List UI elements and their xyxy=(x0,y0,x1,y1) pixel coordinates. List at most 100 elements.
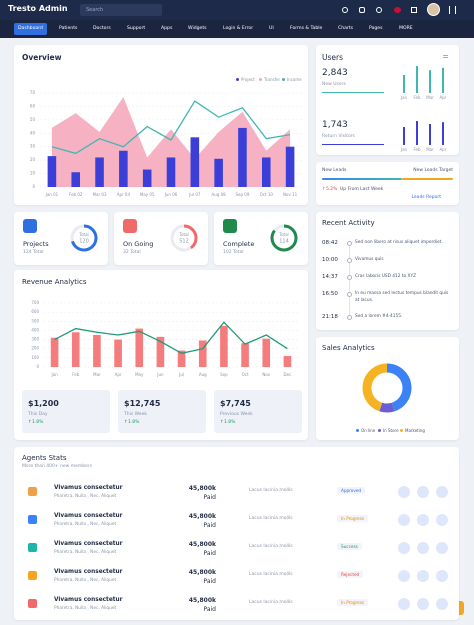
x-tick-label: Oct xyxy=(242,372,249,377)
nav-bar: Dashboard Patients Doctors Support Apps Widge… xyxy=(0,20,474,38)
nav-item[interactable]: Pages xyxy=(369,26,383,31)
action-button[interactable] xyxy=(398,598,410,610)
action-button[interactable] xyxy=(436,486,448,498)
amount: 45,800k xyxy=(188,597,216,604)
donut-segment xyxy=(362,363,412,413)
nav-item[interactable]: Dashboard xyxy=(14,23,47,35)
legend-dot xyxy=(259,78,262,81)
action-button[interactable] xyxy=(417,486,429,498)
x-tick-label: Jan xyxy=(50,372,58,377)
nav-item[interactable]: Doctors xyxy=(93,26,111,31)
underline xyxy=(322,92,384,93)
bar xyxy=(114,339,122,367)
x-tick-label: Nov 11 xyxy=(283,192,298,197)
action-button[interactable] xyxy=(436,570,448,582)
area xyxy=(51,97,291,187)
nav-item[interactable]: Apps xyxy=(161,26,173,31)
flag-icon[interactable] xyxy=(394,7,401,13)
nav-item[interactable]: Widgets xyxy=(188,26,207,31)
agent-name: Vivamus consectetur xyxy=(54,541,123,547)
stat-card: On Going 32 Total Total 512 xyxy=(114,212,208,265)
overview-card: Overview Project Transfer Income 0 10 20 30 40 50… xyxy=(14,45,308,205)
donut-segment xyxy=(362,363,412,413)
search-placeholder: Search xyxy=(86,7,104,13)
action-button[interactable] xyxy=(417,542,429,554)
agent-icon xyxy=(28,543,37,552)
y-tick-label: 70 xyxy=(30,90,36,95)
stat-total: 102 Total xyxy=(223,250,244,255)
action-button[interactable] xyxy=(398,486,410,498)
ring-label: Total xyxy=(178,232,188,237)
nav-item[interactable]: Support xyxy=(127,26,146,31)
chart: Jan Feb Mar Apr Jan Feb Mar Apr xyxy=(400,66,447,152)
bar xyxy=(166,157,176,187)
agent-name: Vivamus consectetur xyxy=(54,569,123,575)
bar xyxy=(177,350,186,367)
x-tick-label: Mar xyxy=(426,95,434,100)
action-button[interactable] xyxy=(417,598,429,610)
legend-dot xyxy=(356,429,359,432)
nav-item[interactable]: MORE xyxy=(399,26,413,31)
mini-bar xyxy=(429,70,431,93)
note: Up From Last Week xyxy=(340,187,384,192)
action-button[interactable] xyxy=(436,598,448,610)
nav-item[interactable]: Patients xyxy=(59,26,78,31)
action-button[interactable] xyxy=(417,514,429,526)
progress xyxy=(402,178,453,180)
ring xyxy=(170,224,198,252)
nav-item[interactable]: Login & Error xyxy=(223,26,254,31)
x-tick-label: Oct 10 xyxy=(260,192,274,197)
x-tick-label: Apr xyxy=(115,372,122,377)
bar xyxy=(214,158,223,187)
y-tick-label: 600 xyxy=(31,309,39,314)
stat-value: $12,745 xyxy=(124,399,161,408)
icon[interactable] xyxy=(411,7,417,13)
avatar[interactable] xyxy=(427,3,440,16)
action-button[interactable] xyxy=(436,514,448,526)
mini-bar xyxy=(442,67,444,93)
line xyxy=(51,100,291,155)
chart: Total 114 xyxy=(270,224,298,252)
line xyxy=(54,321,288,354)
bar xyxy=(285,146,295,187)
y-tick-label: 400 xyxy=(31,327,39,332)
legend-label: Project xyxy=(241,77,255,82)
x-tick-label: Feb xyxy=(72,372,80,377)
stat-title: Complete xyxy=(223,240,255,248)
nav-item[interactable]: Charts xyxy=(338,26,354,31)
action-button[interactable] xyxy=(398,514,410,526)
y-tick-label: 50 xyxy=(30,117,36,122)
y-tick-label: 20 xyxy=(30,157,36,162)
nav-item[interactable]: Forms & Table xyxy=(290,26,323,31)
action-button[interactable] xyxy=(398,570,410,582)
icon[interactable] xyxy=(449,6,456,14)
ring-label: Total xyxy=(78,232,88,237)
agent-name: Vivamus consectetur xyxy=(54,513,123,519)
icon[interactable] xyxy=(376,7,382,13)
bar xyxy=(93,335,101,367)
legend-dot xyxy=(282,78,285,81)
search-box[interactable] xyxy=(80,4,162,16)
change: 1.8% xyxy=(224,420,236,425)
agent-name: Vivamus consectetur xyxy=(54,597,123,603)
icon[interactable] xyxy=(359,7,365,13)
icon[interactable] xyxy=(342,7,348,13)
status-badge: In Progress xyxy=(337,599,369,606)
link[interactable]: Leads Report xyxy=(411,195,441,200)
mini-bar xyxy=(403,127,405,145)
legend-dot xyxy=(236,78,239,81)
progress xyxy=(322,178,402,180)
agent-icon xyxy=(28,515,37,524)
action-button[interactable] xyxy=(436,542,448,554)
bar xyxy=(241,343,249,367)
action-button[interactable] xyxy=(398,542,410,554)
time: 21:18 xyxy=(322,314,338,320)
note: Lacus lacinia mollis xyxy=(249,544,293,549)
mini-bar xyxy=(416,121,418,145)
legend-label: Marketing xyxy=(405,428,425,433)
nav-item[interactable]: UI xyxy=(269,26,274,31)
action-button[interactable] xyxy=(417,570,429,582)
amount-label: Paid xyxy=(203,494,216,501)
timeline-dot xyxy=(347,315,352,320)
